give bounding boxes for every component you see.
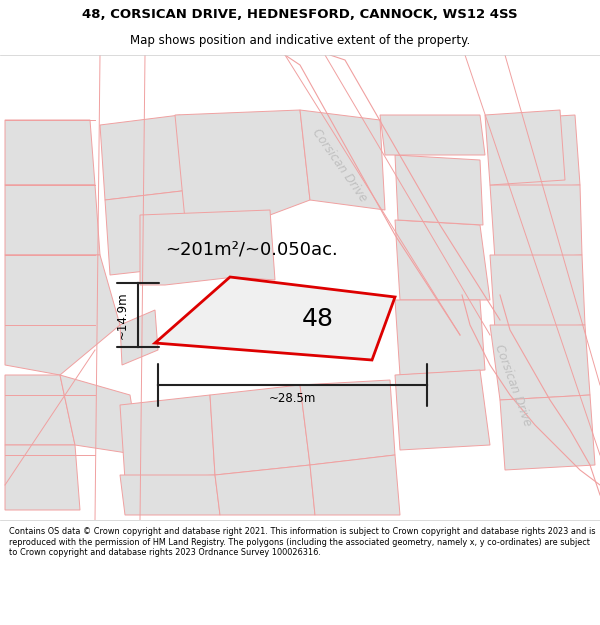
Text: ~201m²/~0.050ac.: ~201m²/~0.050ac. [165, 241, 338, 259]
Text: Corsican Drive: Corsican Drive [492, 342, 534, 428]
Polygon shape [490, 115, 580, 190]
Text: Corsican Drive: Corsican Drive [310, 126, 370, 204]
Text: Map shows position and indicative extent of the property.: Map shows position and indicative extent… [130, 34, 470, 47]
Polygon shape [300, 110, 385, 210]
Text: 48, CORSICAN DRIVE, HEDNESFORD, CANNOCK, WS12 4SS: 48, CORSICAN DRIVE, HEDNESFORD, CANNOCK,… [82, 8, 518, 21]
Polygon shape [140, 210, 275, 285]
Polygon shape [395, 370, 490, 450]
Polygon shape [175, 110, 310, 220]
Text: ~14.9m: ~14.9m [115, 291, 128, 339]
Polygon shape [60, 375, 140, 455]
Polygon shape [395, 220, 490, 300]
Polygon shape [490, 185, 582, 260]
Polygon shape [120, 475, 220, 515]
Polygon shape [120, 395, 215, 480]
Polygon shape [380, 115, 485, 155]
Polygon shape [395, 155, 483, 225]
Polygon shape [100, 115, 190, 200]
Text: ~28.5m: ~28.5m [269, 391, 316, 404]
Polygon shape [155, 277, 395, 360]
Polygon shape [120, 310, 158, 365]
Polygon shape [5, 445, 80, 510]
Polygon shape [500, 395, 595, 470]
Polygon shape [395, 300, 485, 375]
Polygon shape [215, 465, 315, 515]
Polygon shape [5, 185, 100, 255]
Polygon shape [5, 375, 75, 445]
Polygon shape [485, 110, 565, 185]
Polygon shape [210, 385, 310, 475]
Text: Contains OS data © Crown copyright and database right 2021. This information is : Contains OS data © Crown copyright and d… [9, 528, 595, 557]
Polygon shape [300, 380, 395, 465]
Polygon shape [490, 325, 590, 400]
Polygon shape [310, 455, 400, 515]
Text: 48: 48 [302, 308, 334, 331]
Polygon shape [5, 120, 95, 185]
Polygon shape [5, 255, 120, 375]
Polygon shape [105, 190, 200, 275]
Polygon shape [490, 255, 585, 330]
